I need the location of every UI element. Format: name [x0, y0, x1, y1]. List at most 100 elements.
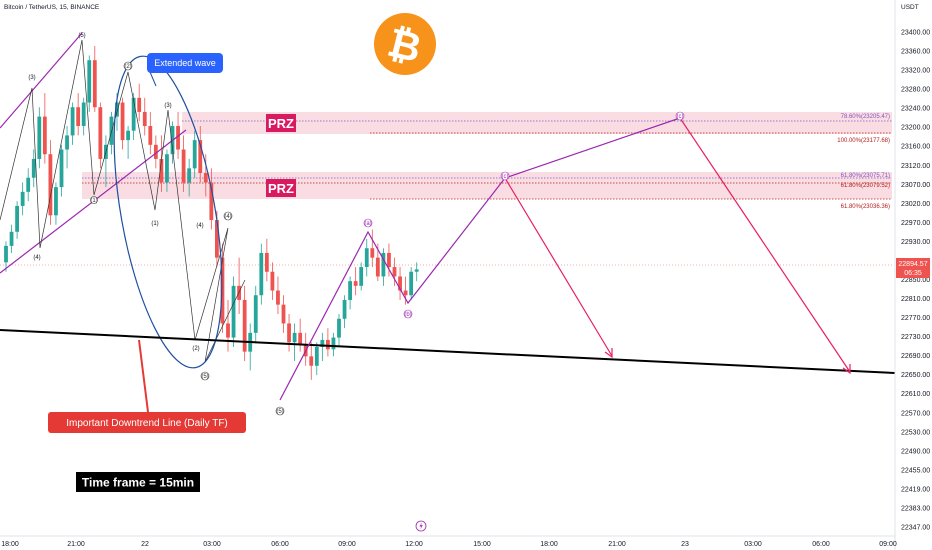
candle-body: [98, 107, 103, 159]
candle-body: [70, 107, 75, 136]
candle-body: [259, 252, 264, 296]
y-tick-label: 23120.00: [901, 163, 930, 170]
candle-body: [226, 323, 230, 338]
fib-label-2: 61.80%(23075.71): [841, 173, 890, 179]
candle-body: [342, 299, 347, 319]
fib-label-4: 61.80%(23036.36): [841, 204, 890, 210]
x-tick-label: 18:00: [1, 541, 19, 548]
wave-label-4-mid: (4): [196, 223, 203, 229]
channel-upper-line: [0, 32, 83, 129]
candle-body: [37, 116, 42, 159]
chart-title: Bitcoin / TetherUS, 15, BINANCE: [4, 4, 100, 11]
candle-body: [242, 299, 247, 352]
candle-body: [9, 231, 14, 246]
projection-wave-purple: [279, 117, 681, 401]
candle-body: [20, 191, 25, 206]
y-tick-label: 22810.00: [901, 296, 930, 303]
lightning-icon-bolt: [419, 522, 423, 530]
candle-body: [337, 318, 341, 338]
candle-body: [4, 245, 8, 263]
fib-label-3: 61.80%(23079.52): [841, 183, 890, 189]
circle-label-c1-text: (c): [502, 174, 509, 180]
circle-label-1-text: (1): [90, 198, 97, 204]
x-tick-label: 06:00: [271, 541, 289, 548]
y-tick-label: 22850.00: [901, 277, 930, 284]
circle-label-c2: [675, 111, 685, 121]
y-tick-label: 22650.00: [901, 372, 930, 379]
candle-body: [276, 290, 280, 305]
downtrend-line: [0, 329, 896, 374]
x-tick-label: 09:00: [338, 541, 356, 548]
wave-label-3-left: (3): [28, 75, 35, 81]
projection-arrowhead-1: [604, 348, 613, 359]
bitcoin-logo: [374, 13, 436, 75]
wave-labels: (5) (3) (4) (1) (4) (3) (2): [28, 33, 203, 352]
x-tick-label: 21:00: [67, 541, 85, 548]
candle-body: [115, 102, 119, 117]
candle-body: [320, 339, 325, 347]
timeframe-label-bg: [76, 472, 200, 492]
circle-label-5b-text: (5): [276, 409, 283, 415]
y-tick-label: 23400.00: [901, 30, 930, 37]
circle-label-b: [403, 309, 413, 319]
fib-labels: 78.60%(23205.47) 100.00%(23177.68) 61.80…: [837, 114, 890, 210]
circle-label-a-text: (a): [364, 221, 371, 227]
candle-body: [31, 158, 36, 178]
timeframe-label: Time frame = 15min: [82, 476, 194, 490]
candle-body: [387, 252, 391, 268]
candle-body: [198, 140, 203, 174]
wave-label-5-top: (5): [78, 33, 85, 39]
candle-body: [370, 248, 375, 258]
y-tick-label: 22930.00: [901, 239, 930, 246]
candle-body: [192, 140, 197, 169]
candle-body: [165, 154, 169, 183]
y-tick-label: 23360.00: [901, 49, 930, 56]
circle-label-c2-text: (c): [677, 114, 684, 120]
circle-label-5a: [200, 371, 210, 381]
candle-body: [353, 281, 358, 286]
x-tick-label: 12:00: [405, 541, 423, 548]
y-tick-label: 22490.00: [901, 448, 930, 455]
prz-zone-bottom: [82, 172, 892, 199]
wave-label-2-mid: (2): [192, 346, 199, 352]
extended-wave-pointer: [149, 71, 157, 87]
y-tick-label: 23280.00: [901, 87, 930, 94]
candle-body: [42, 116, 47, 155]
x-tick-label: 18:00: [540, 541, 558, 548]
x-tick-label: 09:00: [879, 541, 897, 548]
y-tick-label: 23160.00: [901, 144, 930, 151]
y-tick-label: 22570.00: [901, 410, 930, 417]
price-badge-price: 22894.57: [898, 261, 927, 268]
wave-label-3-mid: (3): [164, 103, 171, 109]
candle-body: [203, 173, 208, 183]
wave-count-lines: [0, 39, 246, 363]
candle-body: [409, 271, 414, 296]
candle-body: [81, 102, 86, 127]
candle-body: [287, 323, 291, 343]
candle-body: [281, 304, 286, 324]
y-tick-label: 22530.00: [901, 429, 930, 436]
y-tick-label: 23240.00: [901, 106, 930, 113]
projection-arrow-1: [504, 177, 613, 357]
candle-body: [187, 168, 192, 183]
extended-wave-callout-bg: [147, 53, 223, 73]
candle-body: [375, 257, 380, 277]
y-tick-label: 22347.00: [901, 525, 930, 532]
candle-body: [215, 220, 219, 258]
candlestick-series: [4, 46, 419, 380]
candle-body: [159, 158, 164, 183]
y-tick-label: 22455.00: [901, 467, 930, 474]
candle-body: [26, 177, 31, 192]
candle-body: [253, 295, 258, 333]
x-tick-label: 03:00: [203, 541, 221, 548]
candle-body: [181, 149, 186, 183]
price-badge-timer: 06:35: [904, 270, 922, 277]
candle-body: [237, 285, 241, 300]
candle-body: [87, 60, 92, 103]
circle-label-b-text: (b): [404, 312, 411, 318]
circle-label-5b: [275, 406, 285, 416]
lightning-icon[interactable]: [415, 520, 427, 532]
candle-body: [59, 149, 64, 188]
